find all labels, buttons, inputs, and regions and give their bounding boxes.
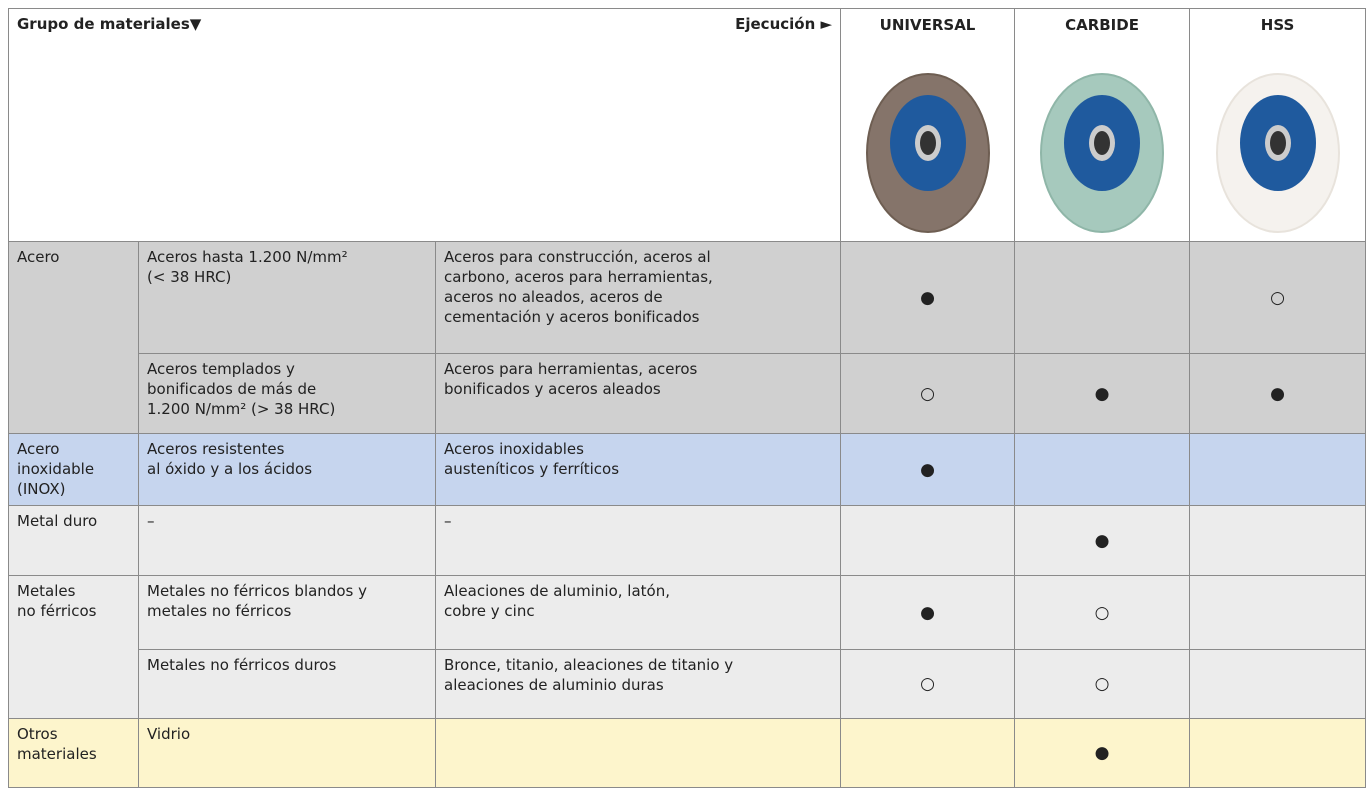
examples-cell: Aceros para herramientas, aceros bonific…	[434, 353, 842, 434]
rating-cell: ●	[840, 433, 1016, 506]
material-cell: –	[138, 505, 436, 576]
table-row: Aceros templados y bonificados de más de…	[8, 353, 1367, 434]
materials-table: Ejecución ► Grupo de materiales▼ UNIVERSA…	[7, 8, 1367, 788]
wheel-image	[865, 73, 990, 233]
header-cell: Ejecución ► Grupo de materiales▼	[7, 8, 842, 242]
rating-cell	[1189, 649, 1367, 719]
table-row: Acero inoxidable (INOX) Aceros resistente…	[8, 433, 1367, 506]
product-name: CARBIDE	[1065, 16, 1139, 34]
examples-cell: Bronce, titanio, aleaciones de titanio y…	[434, 649, 842, 719]
rating-cell	[1189, 433, 1367, 506]
table-row: Metal duro – – ●	[8, 505, 1367, 576]
rating-cell: ○	[1189, 241, 1367, 354]
group-cell: Acero inoxidable (INOX)	[8, 433, 139, 506]
rating-cell	[1014, 433, 1191, 506]
product-header: CARBIDE	[1014, 8, 1191, 242]
examples-cell	[434, 718, 842, 788]
group-label: Grupo de materiales▼	[17, 15, 202, 33]
material-cell: Aceros resistentes al óxido y a los ácid…	[138, 433, 436, 506]
product-header: HSS	[1189, 8, 1367, 242]
rating-cell: ○	[1014, 575, 1191, 650]
table-row: Metales no férricos Metales no férricos b…	[8, 575, 1367, 719]
material-cell: Vidrio	[138, 718, 436, 788]
rating-cell	[1189, 505, 1367, 576]
rating-cell: ○	[1014, 649, 1191, 719]
material-cell: Metales no férricos blandos y metales no…	[138, 575, 436, 650]
header-row: Ejecución ► Grupo de materiales▼ UNIVERSA…	[7, 8, 1367, 242]
material-cell: Aceros templados y bonificados de más de…	[138, 353, 436, 434]
rating-cell	[840, 505, 1016, 576]
product-name: HSS	[1260, 16, 1295, 34]
table-row: Acero Aceros hasta 1.200 N/mm² (< 38 HRC)…	[8, 241, 1367, 434]
group-cell: Acero	[8, 241, 139, 434]
rating-cell	[1014, 241, 1191, 354]
examples-cell: Aleaciones de aluminio, latón, cobre y c…	[434, 575, 842, 650]
material-cell: Aceros hasta 1.200 N/mm² (< 38 HRC)	[138, 241, 436, 354]
rating-cell: ●	[840, 575, 1016, 650]
wheel-image	[1040, 73, 1165, 233]
rating-cell	[1189, 718, 1367, 788]
rating-cell: ●	[1014, 353, 1191, 434]
table-row: Otros materiales Vidrio ●	[8, 718, 1367, 788]
execution-label: Ejecución ►	[735, 15, 833, 33]
wheel-image	[1215, 73, 1340, 233]
examples-cell: Aceros para construcción, aceros al carb…	[434, 241, 842, 354]
examples-cell: Aceros inoxidables austeníticos y ferrít…	[434, 433, 842, 506]
rating-cell: ●	[1014, 718, 1191, 788]
material-cell: Metales no férricos duros	[138, 649, 436, 719]
rating-cell	[1189, 575, 1367, 650]
rating-cell: ●	[840, 241, 1016, 354]
rating-cell: ○	[840, 353, 1016, 434]
group-cell: Metales no férricos	[8, 575, 139, 719]
rating-cell	[840, 718, 1016, 788]
rating-cell: ●	[1014, 505, 1191, 576]
group-cell: Otros materiales	[8, 718, 139, 788]
examples-cell: –	[434, 505, 842, 576]
rating-cell: ○	[840, 649, 1016, 719]
table-body: Acero Aceros hasta 1.200 N/mm² (< 38 HRC)…	[8, 241, 1367, 788]
group-cell: Metal duro	[8, 505, 139, 576]
product-header: UNIVERSAL	[840, 8, 1016, 242]
product-name: UNIVERSAL	[879, 16, 976, 34]
rating-cell: ●	[1189, 353, 1367, 434]
table-row: Metales no férricos duros Bronce, titanio…	[8, 649, 1367, 719]
